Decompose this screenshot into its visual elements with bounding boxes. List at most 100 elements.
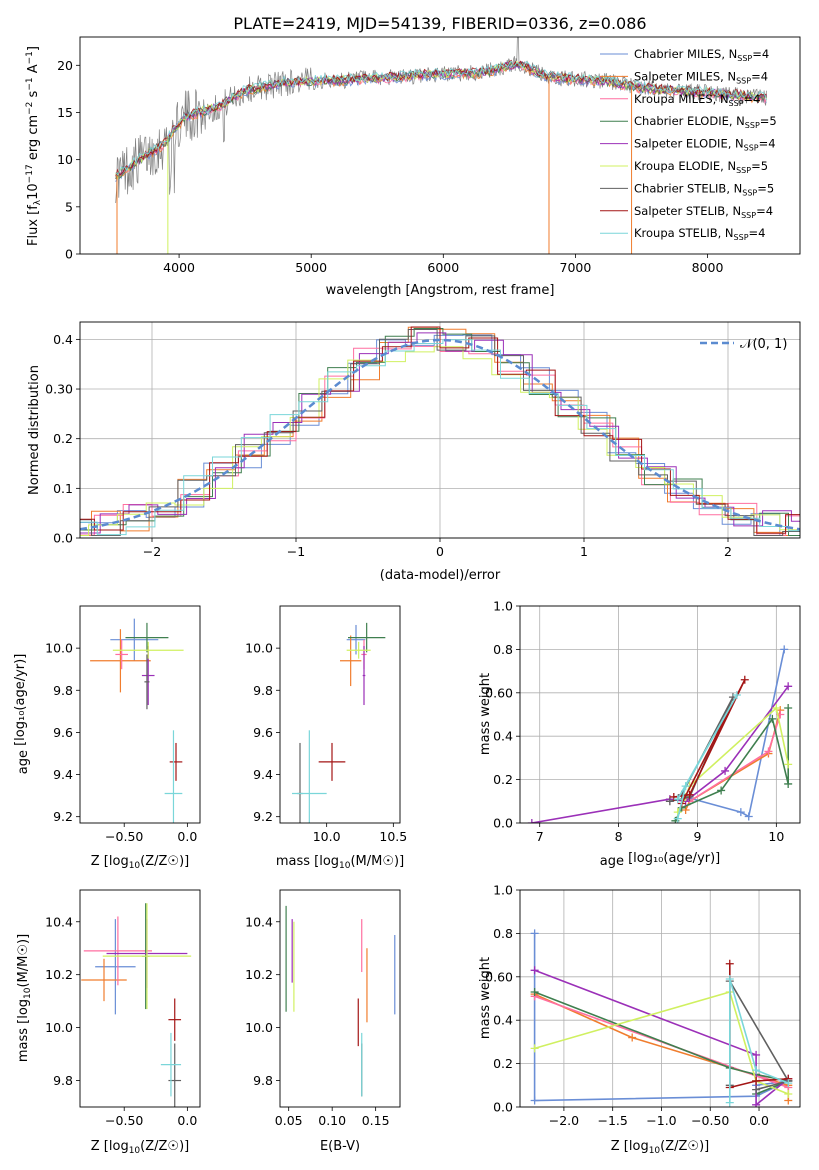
legend-suffix: =4: [759, 137, 776, 151]
x-axis-label-sub: 10: [649, 1146, 661, 1156]
legend-suffix: =5: [757, 181, 774, 195]
x-axis-label-tail: (Z/Z☉)]: [660, 1139, 709, 1154]
x-tick-label: 8000: [692, 260, 724, 275]
axes-frame: [79, 36, 801, 255]
model-spectrum-kroupa_stelib: [115, 60, 768, 176]
y-tick-label: 0.30: [45, 382, 73, 397]
weight-marker: [740, 675, 749, 684]
legend-entry: Kroupa MILES, NSSP=4: [634, 92, 760, 108]
weight-marker: [752, 1050, 761, 1059]
age-vs-metallicity-panel: −0.50 0.0 9.2 9.4 9.6 9.8 10.0 Z [log10(Z/Z☉)] a…: [13, 605, 201, 871]
weight-line-kroupa_stelib: [729, 978, 789, 1103]
legend-sub: SSP: [736, 166, 751, 175]
spectrum-panel: 4000 5000 6000 7000 8000 0 5 10 15 20 Chabrier MIL…: [25, 36, 801, 298]
x-tick-label: 0.0: [177, 829, 197, 844]
x-tick-label: −2: [143, 544, 161, 559]
weight-marker: [717, 786, 726, 795]
legend-sub: SSP: [745, 121, 760, 130]
weight-marker: [530, 1044, 539, 1053]
plot-area: [81, 903, 192, 1107]
weight-marker: [530, 987, 539, 996]
weight-marker: [784, 682, 793, 691]
weight-marker: [752, 1100, 761, 1107]
residual-histogram-salpeter_elodie: [80, 332, 800, 534]
weight-marker: [530, 1096, 539, 1105]
y-axis-label: Flux [fλ10−17 erg cm−2 s−1 A−1]: [25, 46, 43, 246]
y-tick-label: 10.0: [45, 1020, 73, 1035]
weight-marker: [732, 690, 741, 699]
weight-marker: [721, 766, 730, 775]
residual-histogram-salpeter_stelib: [80, 326, 800, 534]
weight-marker: [752, 1066, 761, 1075]
axes-frame: [79, 889, 201, 1108]
y-tick-label: 0.1: [53, 481, 73, 496]
y-tick-label: 0.4: [493, 729, 513, 744]
plot-area: [285, 905, 396, 1097]
weight-marker: [764, 747, 773, 756]
y-tick-label: 5: [65, 199, 73, 214]
y-axis-label-sub: λ: [33, 199, 43, 205]
y-tick-label: 9.8: [253, 683, 273, 698]
y-tick-label: 9.6: [53, 725, 73, 740]
y-tick-label: 10.4: [45, 914, 73, 929]
y-tick-label: 0.2: [53, 431, 73, 446]
x-axis-label: Z [log10(Z/Z☉)]: [91, 854, 189, 871]
y-tick-label: 0.60: [485, 969, 513, 984]
legend-entry: Kroupa STELIB, NSSP=4: [634, 226, 765, 242]
axes-frame: [79, 321, 801, 539]
y-tick-label: 0.0: [493, 1100, 513, 1115]
y-tick-label: 10.4: [245, 914, 273, 929]
y-tick-label: 10.2: [45, 967, 73, 982]
y-tick-label: 0.2: [493, 772, 513, 787]
plot-area: [90, 618, 184, 823]
legend-suffix: =4: [751, 69, 768, 83]
y-tick-label: 9.2: [53, 809, 73, 824]
legend-entry: Salpeter STELIB, NSSP=4: [634, 204, 773, 220]
weight-marker: [681, 782, 690, 791]
x-axis-label: wavelength [Angstrom, rest frame]: [326, 283, 555, 298]
y-axis-label: Normed distribution: [27, 365, 42, 495]
legend-label: Salpeter STELIB, N: [634, 204, 741, 218]
weight-line-kroupa_stelib: [676, 694, 738, 819]
weight-marker: [673, 795, 682, 804]
legend-label: Chabrier ELODIE, N: [634, 114, 745, 128]
weight-marker: [784, 1089, 793, 1098]
y-tick-label: 9.4: [53, 767, 73, 782]
residual-histogram-chabrier_elodie: [80, 328, 800, 536]
legend-suffix: =4: [756, 204, 773, 218]
y-axis-label-tail: s: [26, 90, 41, 101]
y-tick-label: 0.0: [53, 531, 73, 546]
mass-vs-reddening-panel: 0.05 0.10 0.15 9.8 10.0 10.2 10.4 E(B-V): [245, 889, 401, 1154]
x-tick-label: 9: [693, 829, 701, 844]
weight-marker: [784, 760, 793, 769]
legend-entry: Kroupa ELODIE, NSSP=5: [634, 159, 768, 175]
y-tick-label: 10.0: [45, 641, 73, 656]
weight-marker: [527, 819, 536, 823]
x-tick-label: 5000: [295, 260, 327, 275]
legend-entry: Chabrier MILES, NSSP=4: [634, 47, 769, 63]
axes-frame: [79, 605, 201, 824]
plot-area: [115, 37, 768, 254]
x-axis-label-main: Z [log: [611, 1139, 649, 1154]
weight-marker: [685, 790, 694, 799]
x-tick-label: 10: [768, 829, 784, 844]
plot-area: [80, 326, 800, 536]
x-tick-label: −0.50: [691, 1113, 729, 1128]
legend-suffix: =4: [752, 47, 769, 61]
legend-label: Kroupa ELODIE, N: [634, 159, 736, 173]
weight-marker: [530, 929, 539, 938]
weight-marker: [772, 703, 781, 712]
x-tick-label: −1.5: [598, 1113, 628, 1128]
legend-suffix: =4: [749, 226, 766, 240]
y-axis-label: mass [log10(M/M☉)]: [16, 934, 33, 1062]
legend-entry: Chabrier STELIB, NSSP=5: [634, 181, 774, 197]
x-tick-label: 8: [615, 829, 623, 844]
y-tick-label: 15: [57, 105, 73, 120]
x-axis-label-tail: (Z/Z☉)]: [140, 854, 189, 869]
x-tick-label: 7000: [560, 260, 592, 275]
x-tick-label: 6000: [427, 260, 459, 275]
weight-marker: [530, 966, 539, 975]
y-tick-label: 10.2: [245, 967, 273, 982]
x-tick-label: 10.0: [313, 829, 341, 844]
